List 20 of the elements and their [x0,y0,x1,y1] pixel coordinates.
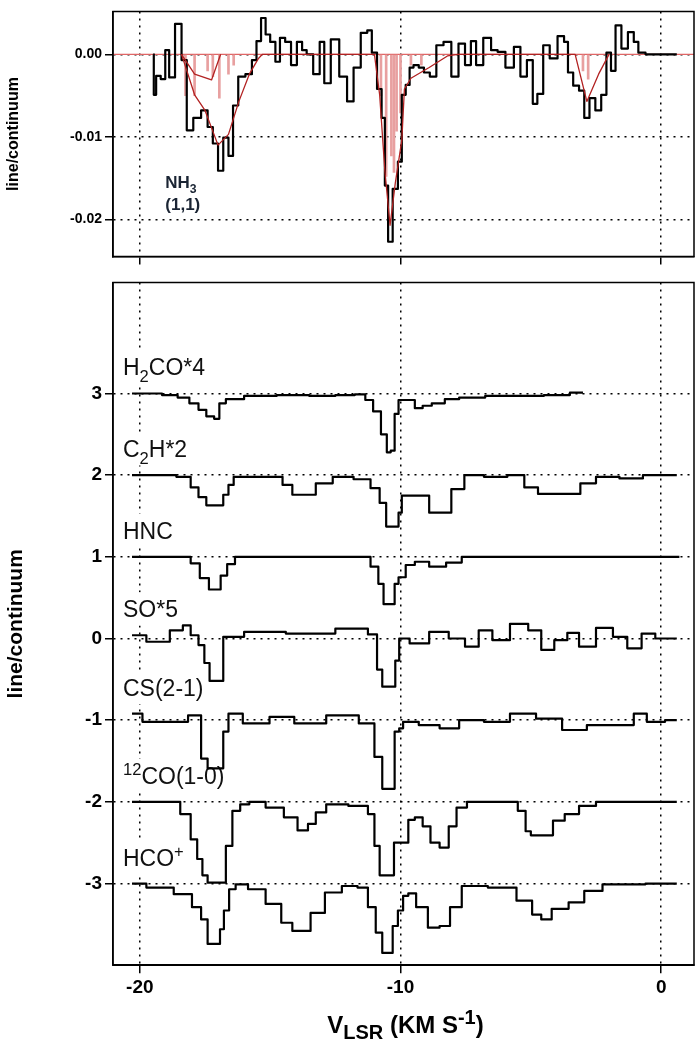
y-tick-label: -0.02 [70,210,103,227]
y-axis-title: line/continuum [4,77,22,191]
y-tick-label: 2 [91,463,102,485]
y-tick-label: 1 [91,545,103,567]
y-axis-title: line/continuum [3,549,27,699]
y-tick-label: -3 [85,871,102,893]
series-label: HCO+ [123,841,184,871]
x-axis-title: V$_{LSR}$ (KM S$^{-1}$) [326,1005,485,1045]
x-tick-label: -20 [126,975,154,997]
y-tick-label: -0.01 [70,127,103,144]
y-tick-label: 0.00 [74,45,103,62]
y-tick-label: 0 [91,626,102,648]
y-tick-label: -2 [85,790,102,812]
series-label: CS(2-1) [123,674,204,701]
series-label: SO*5 [123,596,178,623]
y-tick-label: -1 [85,708,103,730]
y-tick-label: 3 [91,381,102,403]
x-tick-label: -10 [386,975,415,997]
series-label: HNC [123,517,173,544]
x-tick-label: 0 [655,975,667,997]
